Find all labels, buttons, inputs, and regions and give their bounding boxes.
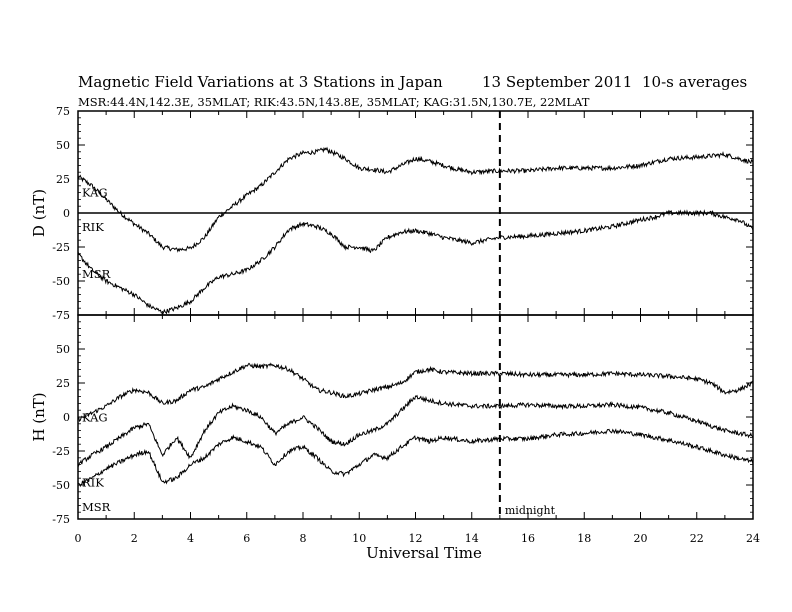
- chart-title: Magnetic Field Variations at 3 Stations …: [78, 73, 443, 91]
- y-tick-label: -25: [52, 445, 70, 458]
- station-info: MSR:44.4N,142.3E, 35MLAT; RIK:43.5N,143.…: [78, 95, 590, 109]
- y-tick-label: -75: [52, 513, 70, 526]
- bottom-panel: 50 25 0 -25 -50 -75 KAG RIK MSR: [52, 315, 754, 526]
- chart-averaging: 10-s averages: [642, 73, 747, 91]
- bottom-panel-frame: [77, 314, 754, 520]
- x-tick-label: 14: [465, 532, 479, 545]
- midnight-label: midnight: [505, 504, 556, 517]
- series-label-h-rik: RIK: [82, 476, 104, 490]
- x-axis-title: Universal Time: [366, 544, 482, 562]
- y-tick-label: -75: [52, 309, 70, 322]
- x-tick-label: 0: [75, 532, 82, 545]
- top-y-axis-title: D (nT): [30, 189, 48, 237]
- chart-date: 13 September 2011: [482, 73, 632, 91]
- series-label-h-kag: KAG: [82, 411, 108, 425]
- y-tick-label: -50: [52, 479, 70, 492]
- x-axis: 0 2 4 6 8 10 12 14 16 18 20 22 24: [75, 532, 761, 545]
- y-tick-label: 50: [56, 343, 70, 356]
- x-tick-label: 4: [187, 532, 194, 545]
- y-tick-label: 25: [56, 173, 70, 186]
- series-h-kag: [77, 362, 754, 423]
- y-tick-label: 0: [63, 411, 70, 424]
- series-d-kag: [77, 146, 754, 253]
- series-d-msr: [77, 209, 754, 315]
- y-tick-label: 50: [56, 139, 70, 152]
- x-tick-label: 8: [300, 532, 307, 545]
- x-tick-label: 16: [521, 532, 535, 545]
- series-label-d-rik: RIK: [82, 220, 104, 234]
- bottom-y-axis-title: H (nT): [30, 392, 48, 441]
- x-tick-label: 18: [577, 532, 591, 545]
- y-tick-label: -25: [52, 241, 70, 254]
- series-h-rik: [77, 394, 754, 468]
- x-tick-label: 22: [690, 532, 704, 545]
- series-label-h-msr: MSR: [82, 500, 111, 514]
- x-tick-label: 20: [634, 532, 648, 545]
- x-tick-label: 12: [409, 532, 423, 545]
- y-tick-label: -50: [52, 275, 70, 288]
- y-tick-label: 0: [63, 207, 70, 220]
- series-label-d-kag: KAG: [82, 185, 108, 199]
- series-h-msr: [77, 428, 754, 488]
- y-tick-label: 75: [56, 105, 70, 118]
- series-label-d-msr: MSR: [82, 267, 111, 281]
- y-tick-label: 25: [56, 377, 70, 390]
- x-tick-label: 6: [243, 532, 250, 545]
- x-tick-label: 10: [352, 532, 366, 545]
- top-panel: 75 50 25 0 -25 -50 -75 KAG RIK MSR: [52, 105, 754, 322]
- x-tick-label: 2: [131, 532, 138, 545]
- x-tick-label: 24: [746, 532, 760, 545]
